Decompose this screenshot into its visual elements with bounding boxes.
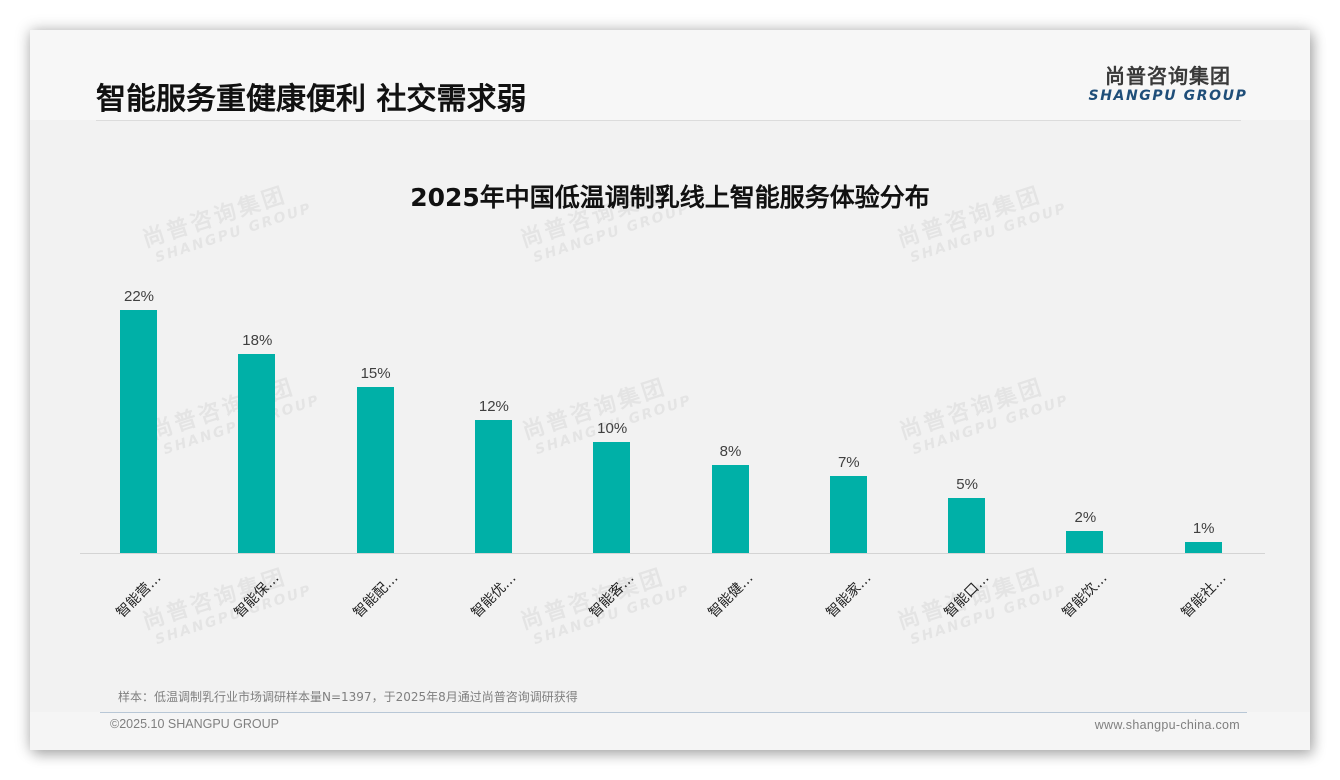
watermark: 尚普咨询集团 SHANGPU GROUP: [139, 564, 315, 649]
bar-group: 22%: [99, 280, 179, 553]
data-label: 18%: [242, 332, 273, 349]
page-title: 智能服务重健康便利 社交需求弱: [96, 82, 527, 117]
company-logo: 尚普咨询集团 SHANGPU GROUP: [1088, 64, 1248, 104]
title-divider: [96, 120, 1241, 121]
x-axis-line: [80, 553, 1265, 554]
bar-group: 15%: [336, 280, 416, 553]
bar: [474, 420, 512, 553]
category-label: 智能口…: [941, 570, 993, 622]
footer-band: [30, 712, 1310, 750]
bar: [120, 310, 157, 553]
bar: [711, 465, 749, 553]
sample-note: 样本：低温调制乳行业市场调研样本量N=1397，于2025年8月通过尚普咨询调研…: [118, 690, 578, 704]
logo-text-en: SHANGPU GROUP: [1088, 88, 1248, 104]
bar-group: 7%: [809, 280, 889, 553]
bar: [1184, 542, 1222, 553]
bar-group: 18%: [217, 280, 297, 553]
bar-group: 5%: [927, 280, 1007, 553]
category-label: 智能社…: [1178, 570, 1230, 622]
copyright: ©2025.10 SHANGPU GROUP: [110, 717, 279, 731]
bar: [238, 354, 276, 553]
data-label: 10%: [597, 420, 628, 437]
category-label: 智能家…: [823, 570, 875, 622]
bar: [593, 442, 631, 553]
data-label: 22%: [123, 288, 155, 305]
chart-title: 2025年中国低温调制乳线上智能服务体验分布: [410, 183, 930, 212]
bar: [948, 498, 986, 553]
data-label: 12%: [478, 398, 509, 415]
bar: [1066, 531, 1104, 553]
bar: [829, 476, 867, 553]
bar-group: 2%: [1045, 280, 1125, 553]
header-band: [30, 30, 1310, 120]
bar-chart: 22% 18% 15% 12% 10% 8% 7% 5% 2% 1%: [80, 280, 1265, 554]
category-label: 智能优…: [468, 570, 520, 622]
data-label: 2%: [1074, 509, 1097, 526]
logo-text-cn: 尚普咨询集团: [1105, 64, 1231, 88]
category-label: 智能保…: [231, 570, 283, 622]
category-label: 智能客…: [586, 570, 638, 622]
category-label: 智能健…: [705, 570, 756, 622]
bar: [356, 387, 394, 553]
data-label: 5%: [956, 476, 978, 493]
data-label: 1%: [1192, 520, 1215, 537]
data-label: 15%: [360, 365, 391, 382]
bar-group: 8%: [691, 280, 771, 553]
footer-divider: [100, 712, 1247, 713]
website-link: www.shangpu-china.com: [1094, 718, 1240, 732]
category-label: 智能饮…: [1059, 570, 1111, 622]
category-label: 智能营…: [113, 570, 165, 622]
bar-group: 12%: [454, 280, 534, 553]
data-label: 8%: [719, 443, 742, 460]
data-label: 7%: [837, 454, 860, 471]
bar-group: 1%: [1164, 280, 1244, 553]
slide: 尚普咨询集团 SHANGPU GROUP 尚普咨询集团 SHANGPU GROUP …: [30, 30, 1310, 750]
bar-group: 10%: [572, 280, 652, 553]
category-label: 智能配…: [350, 570, 402, 622]
